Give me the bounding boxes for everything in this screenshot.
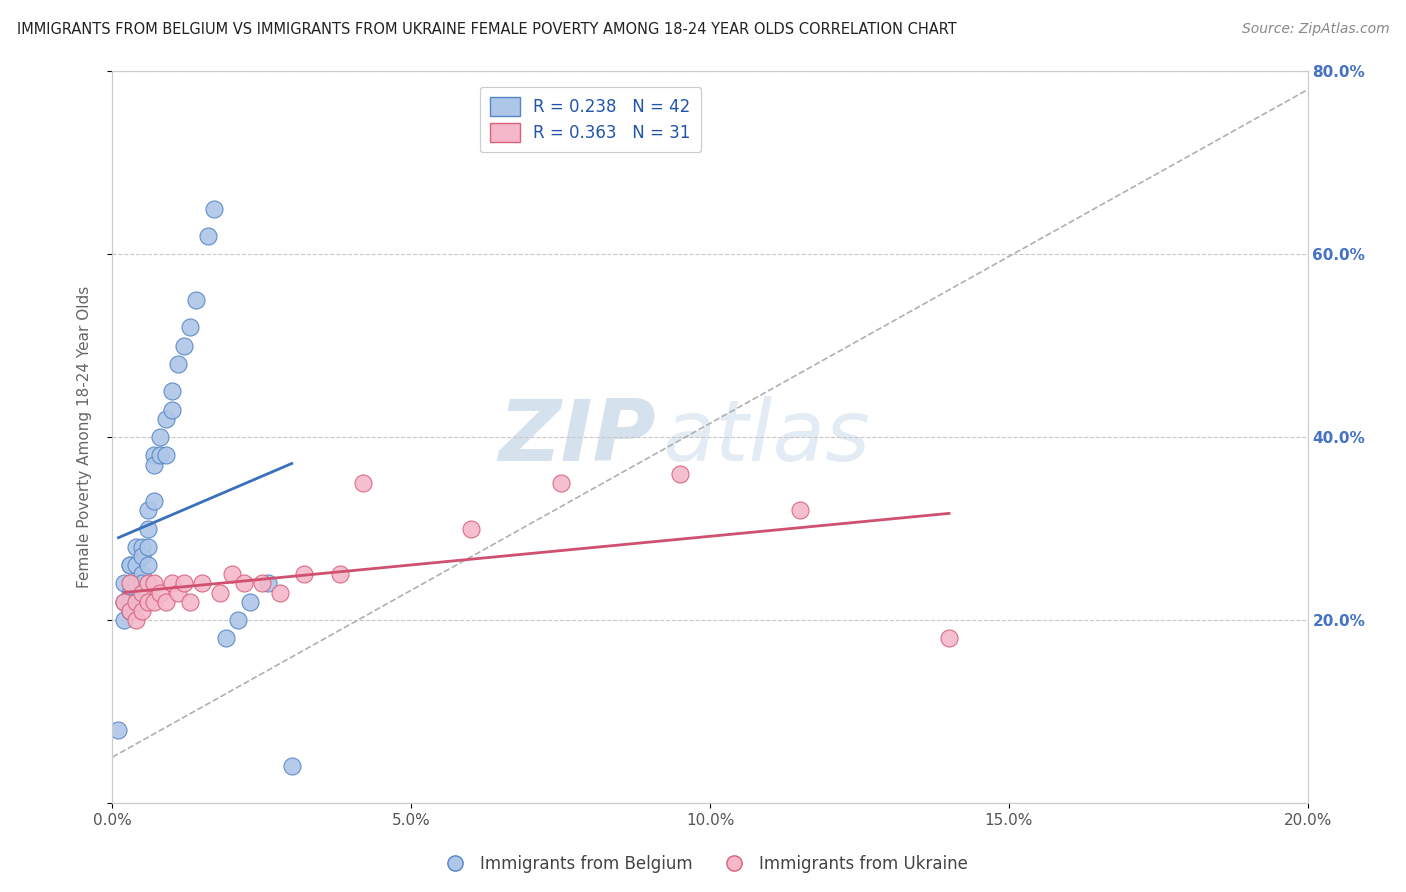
Point [669, 467, 692, 481]
Point [215, 632, 238, 646]
Point [138, 594, 160, 608]
Point [138, 540, 160, 554]
Point [131, 594, 153, 608]
Point [138, 558, 160, 573]
Text: atlas: atlas [662, 395, 870, 479]
Point [460, 521, 482, 535]
Point [202, 202, 225, 216]
Point [155, 412, 177, 426]
Y-axis label: Female Poverty Among 18-24 Year Olds: Female Poverty Among 18-24 Year Olds [77, 286, 91, 588]
Point [239, 594, 262, 608]
Text: ZIP: ZIP [499, 395, 657, 479]
Point [143, 458, 166, 472]
Text: IMMIGRANTS FROM BELGIUM VS IMMIGRANTS FROM UKRAINE FEMALE POVERTY AMONG 18-24 YE: IMMIGRANTS FROM BELGIUM VS IMMIGRANTS FR… [17, 22, 956, 37]
Point [138, 576, 160, 591]
Point [149, 585, 172, 599]
Point [179, 320, 201, 334]
Point [114, 576, 135, 591]
Point [329, 567, 352, 582]
Legend: R = 0.238   N = 42, R = 0.363   N = 31: R = 0.238 N = 42, R = 0.363 N = 31 [481, 87, 700, 153]
Point [114, 594, 135, 608]
Point [131, 549, 153, 563]
Point [197, 229, 219, 244]
Point [107, 723, 129, 737]
Point [143, 594, 166, 608]
Point [789, 503, 811, 517]
Point [120, 558, 142, 573]
Point [131, 540, 153, 554]
Point [221, 567, 243, 582]
Point [938, 632, 960, 646]
Point [281, 759, 304, 773]
Point [114, 594, 135, 608]
Point [209, 585, 232, 599]
Point [257, 576, 280, 591]
Point [162, 402, 183, 417]
Point [143, 448, 166, 462]
Point [120, 558, 142, 573]
Point [149, 430, 172, 444]
Point [131, 576, 153, 591]
Point [120, 604, 142, 618]
Point [125, 576, 148, 591]
Point [125, 540, 148, 554]
Point [143, 576, 166, 591]
Point [120, 576, 142, 591]
Point [173, 338, 195, 352]
Point [143, 494, 166, 508]
Point [550, 475, 572, 490]
Point [233, 576, 256, 591]
Point [191, 576, 214, 591]
Point [162, 576, 183, 591]
Point [125, 594, 148, 608]
Point [114, 613, 135, 627]
Point [162, 384, 183, 399]
Point [120, 604, 142, 618]
Point [138, 503, 160, 517]
Point [131, 604, 153, 618]
Point [173, 576, 195, 591]
Text: Source: ZipAtlas.com: Source: ZipAtlas.com [1241, 22, 1389, 37]
Point [186, 293, 208, 307]
Point [149, 448, 172, 462]
Point [292, 567, 315, 582]
Point [138, 521, 160, 535]
Point [353, 475, 375, 490]
Point [131, 567, 153, 582]
Point [125, 558, 148, 573]
Point [167, 357, 190, 371]
Legend: Immigrants from Belgium, Immigrants from Ukraine: Immigrants from Belgium, Immigrants from… [432, 848, 974, 880]
Point [125, 613, 148, 627]
Point [155, 448, 177, 462]
Point [125, 594, 148, 608]
Point [250, 576, 273, 591]
Point [120, 594, 142, 608]
Point [179, 594, 201, 608]
Point [120, 585, 142, 599]
Point [155, 594, 177, 608]
Point [269, 585, 291, 599]
Point [167, 585, 190, 599]
Point [131, 585, 153, 599]
Point [226, 613, 249, 627]
